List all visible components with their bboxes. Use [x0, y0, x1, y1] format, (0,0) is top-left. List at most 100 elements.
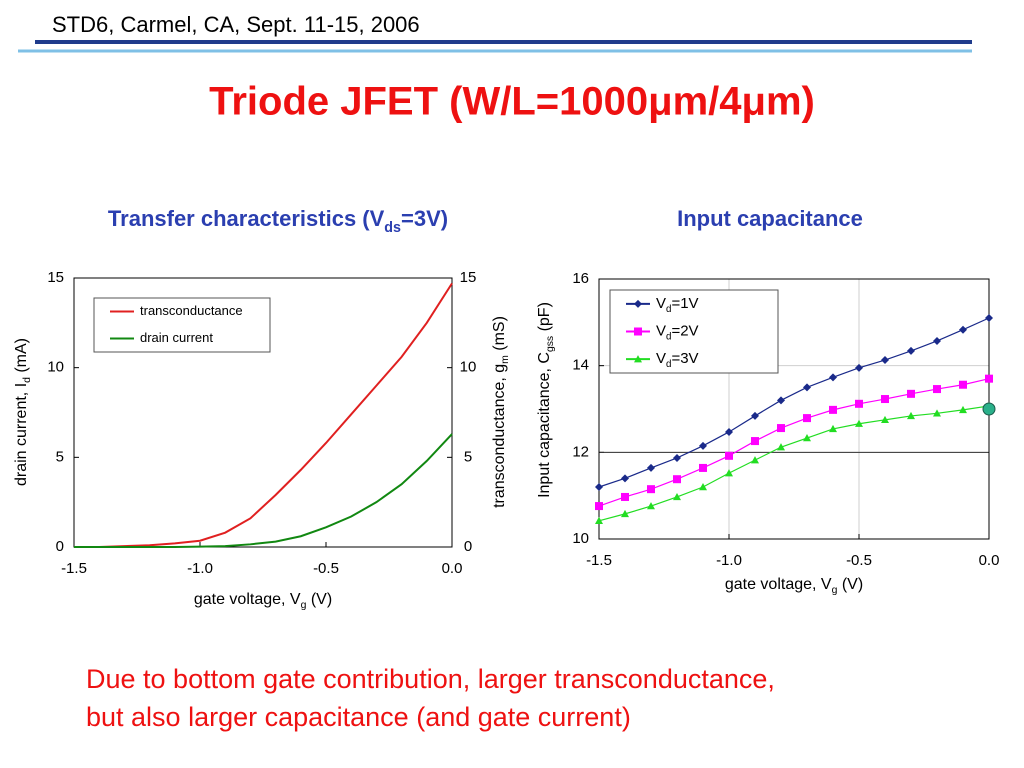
y-tick-label: 5	[56, 448, 64, 465]
x-tick-label: 0.0	[442, 560, 463, 577]
legend-box	[93, 297, 271, 353]
y-tick-label: 0	[56, 538, 64, 555]
y-axis-label-part: Input capacitance, C	[536, 352, 553, 498]
legend-label-part: d	[666, 304, 671, 315]
marker	[907, 389, 915, 398]
marker	[933, 336, 941, 345]
marker	[855, 363, 863, 372]
y-tick-label: 16	[572, 270, 589, 287]
marker	[595, 516, 603, 524]
y-tick-label: 15	[47, 269, 64, 286]
marker	[673, 453, 681, 462]
y-axis-label-part: (pF)	[536, 302, 553, 336]
marker	[621, 492, 629, 501]
marker	[634, 299, 642, 308]
x-tick-label: -1.0	[187, 560, 213, 577]
marker	[621, 474, 629, 483]
chart-subtitle-part: Transfer characteristics (V	[108, 206, 385, 231]
marker	[985, 314, 993, 322]
footer-text: but also larger capacitance (and gate cu…	[86, 702, 631, 732]
marker	[647, 485, 655, 494]
marker	[595, 502, 603, 511]
marker	[959, 325, 967, 334]
y2-tick-label: 10	[460, 359, 477, 376]
chart-subtitle: Transfer characteristics (Vds=3V)	[108, 206, 448, 236]
x-axis-label-part: gate voltage, V	[725, 576, 832, 593]
marker	[595, 483, 603, 491]
y2-tick-label: 15	[460, 269, 477, 286]
marker	[699, 463, 707, 472]
series-line	[598, 405, 990, 522]
series-line	[74, 282, 453, 548]
legend-label-part: V	[656, 350, 666, 367]
x-axis-label-part: (V)	[306, 591, 332, 608]
marker	[634, 355, 642, 363]
marker	[933, 409, 941, 417]
marker	[699, 441, 707, 450]
marker	[959, 380, 967, 389]
marker	[725, 469, 733, 477]
legend-label: Vd=1V	[656, 295, 699, 315]
marker	[881, 415, 889, 424]
marker	[647, 463, 655, 472]
header: STD6, Carmel, CA, Sept. 11-15, 2006	[52, 12, 420, 37]
marker	[699, 483, 707, 491]
marker	[855, 419, 863, 427]
legend-label: Vd=2V	[656, 322, 699, 342]
marker	[725, 451, 733, 460]
marker	[907, 411, 915, 420]
y-tick-label: 14	[572, 357, 589, 374]
y2-tick-label: 5	[464, 448, 472, 465]
marker	[829, 424, 837, 433]
x-tick-label: 0.0	[979, 552, 1000, 569]
x-axis-label-part: gate voltage, V	[194, 591, 301, 608]
marker	[907, 346, 915, 355]
x-tick-label: -1.0	[716, 552, 742, 569]
marker	[777, 443, 785, 451]
legend-label-part: =3V	[671, 350, 698, 367]
y2-tick-label: 0	[464, 538, 472, 555]
x-tick-label: -0.5	[313, 560, 339, 577]
x-tick-label: -0.5	[846, 552, 872, 569]
y-axis-label-part: gss	[545, 336, 556, 352]
legend-label-part: V	[656, 322, 666, 339]
marker	[803, 434, 811, 442]
x-axis-label: gate voltage, Vg (V)	[725, 576, 863, 596]
y2-axis-label-part: (mS)	[491, 316, 508, 355]
series-line	[598, 317, 990, 488]
marker	[803, 383, 811, 392]
marker	[634, 327, 642, 336]
marker	[881, 356, 889, 365]
y-axis-label: drain current, Id (mA)	[13, 338, 33, 486]
series-line	[598, 378, 990, 507]
marker	[985, 374, 993, 383]
marker	[829, 373, 837, 382]
marker	[751, 437, 759, 446]
marker	[725, 427, 733, 436]
x-axis-label: gate voltage, Vg (V)	[194, 591, 332, 611]
y-tick-label: 10	[47, 359, 64, 376]
slide-title: Triode JFET (W/L=1000μm/4μm)	[209, 80, 815, 124]
x-axis-label-part: (V)	[837, 576, 863, 593]
x-axis-label-part: g	[301, 600, 307, 611]
chart-subtitle: Input capacitance	[677, 206, 863, 231]
legend-label: drain current	[140, 330, 213, 345]
y-axis-label-part: (mA)	[13, 338, 30, 377]
marker	[647, 502, 655, 510]
plot-frame	[73, 277, 453, 548]
legend-label-part: =1V	[671, 295, 698, 312]
x-axis-label-part: g	[832, 585, 838, 596]
marker	[777, 396, 785, 405]
y-axis-label: Input capacitance, Cgss (pF)	[536, 302, 556, 498]
marker	[855, 399, 863, 408]
marker	[881, 395, 889, 404]
marker	[751, 411, 759, 420]
y-axis-label-part: drain current, I	[13, 383, 30, 486]
marker	[829, 405, 837, 414]
chart-subtitle-part: ds	[384, 220, 401, 236]
marker	[933, 385, 941, 394]
legend-label: transconductance	[140, 303, 243, 318]
marker	[803, 414, 811, 423]
y2-axis-label: transconductance, gm (mS)	[491, 316, 511, 508]
